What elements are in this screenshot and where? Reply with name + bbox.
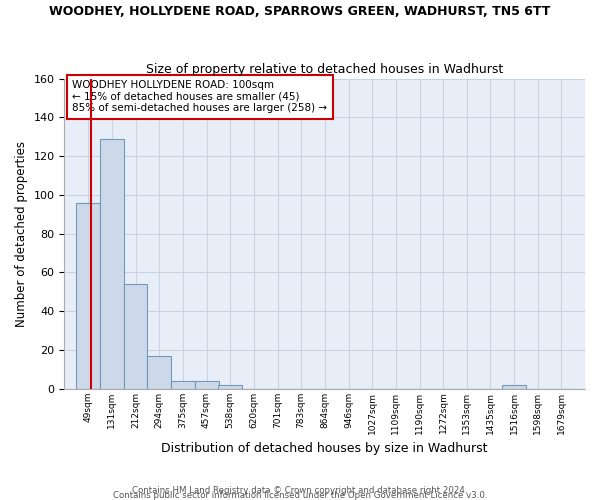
Bar: [218, 385, 242, 389]
Bar: [195, 381, 218, 389]
Text: WOODHEY, HOLLYDENE ROAD, SPARROWS GREEN, WADHURST, TN5 6TT: WOODHEY, HOLLYDENE ROAD, SPARROWS GREEN,…: [49, 5, 551, 18]
Text: Contains public sector information licensed under the Open Government Licence v3: Contains public sector information licen…: [113, 491, 487, 500]
Title: Size of property relative to detached houses in Wadhurst: Size of property relative to detached ho…: [146, 63, 503, 76]
Bar: [171, 381, 195, 389]
Y-axis label: Number of detached properties: Number of detached properties: [15, 140, 28, 326]
Bar: [100, 138, 124, 389]
Bar: [502, 385, 526, 389]
Text: WOODHEY HOLLYDENE ROAD: 100sqm
← 15% of detached houses are smaller (45)
85% of : WOODHEY HOLLYDENE ROAD: 100sqm ← 15% of …: [72, 80, 328, 114]
X-axis label: Distribution of detached houses by size in Wadhurst: Distribution of detached houses by size …: [161, 442, 488, 455]
Bar: [76, 202, 100, 389]
Bar: [148, 356, 171, 389]
Text: Contains HM Land Registry data © Crown copyright and database right 2024.: Contains HM Land Registry data © Crown c…: [132, 486, 468, 495]
Bar: [124, 284, 148, 389]
